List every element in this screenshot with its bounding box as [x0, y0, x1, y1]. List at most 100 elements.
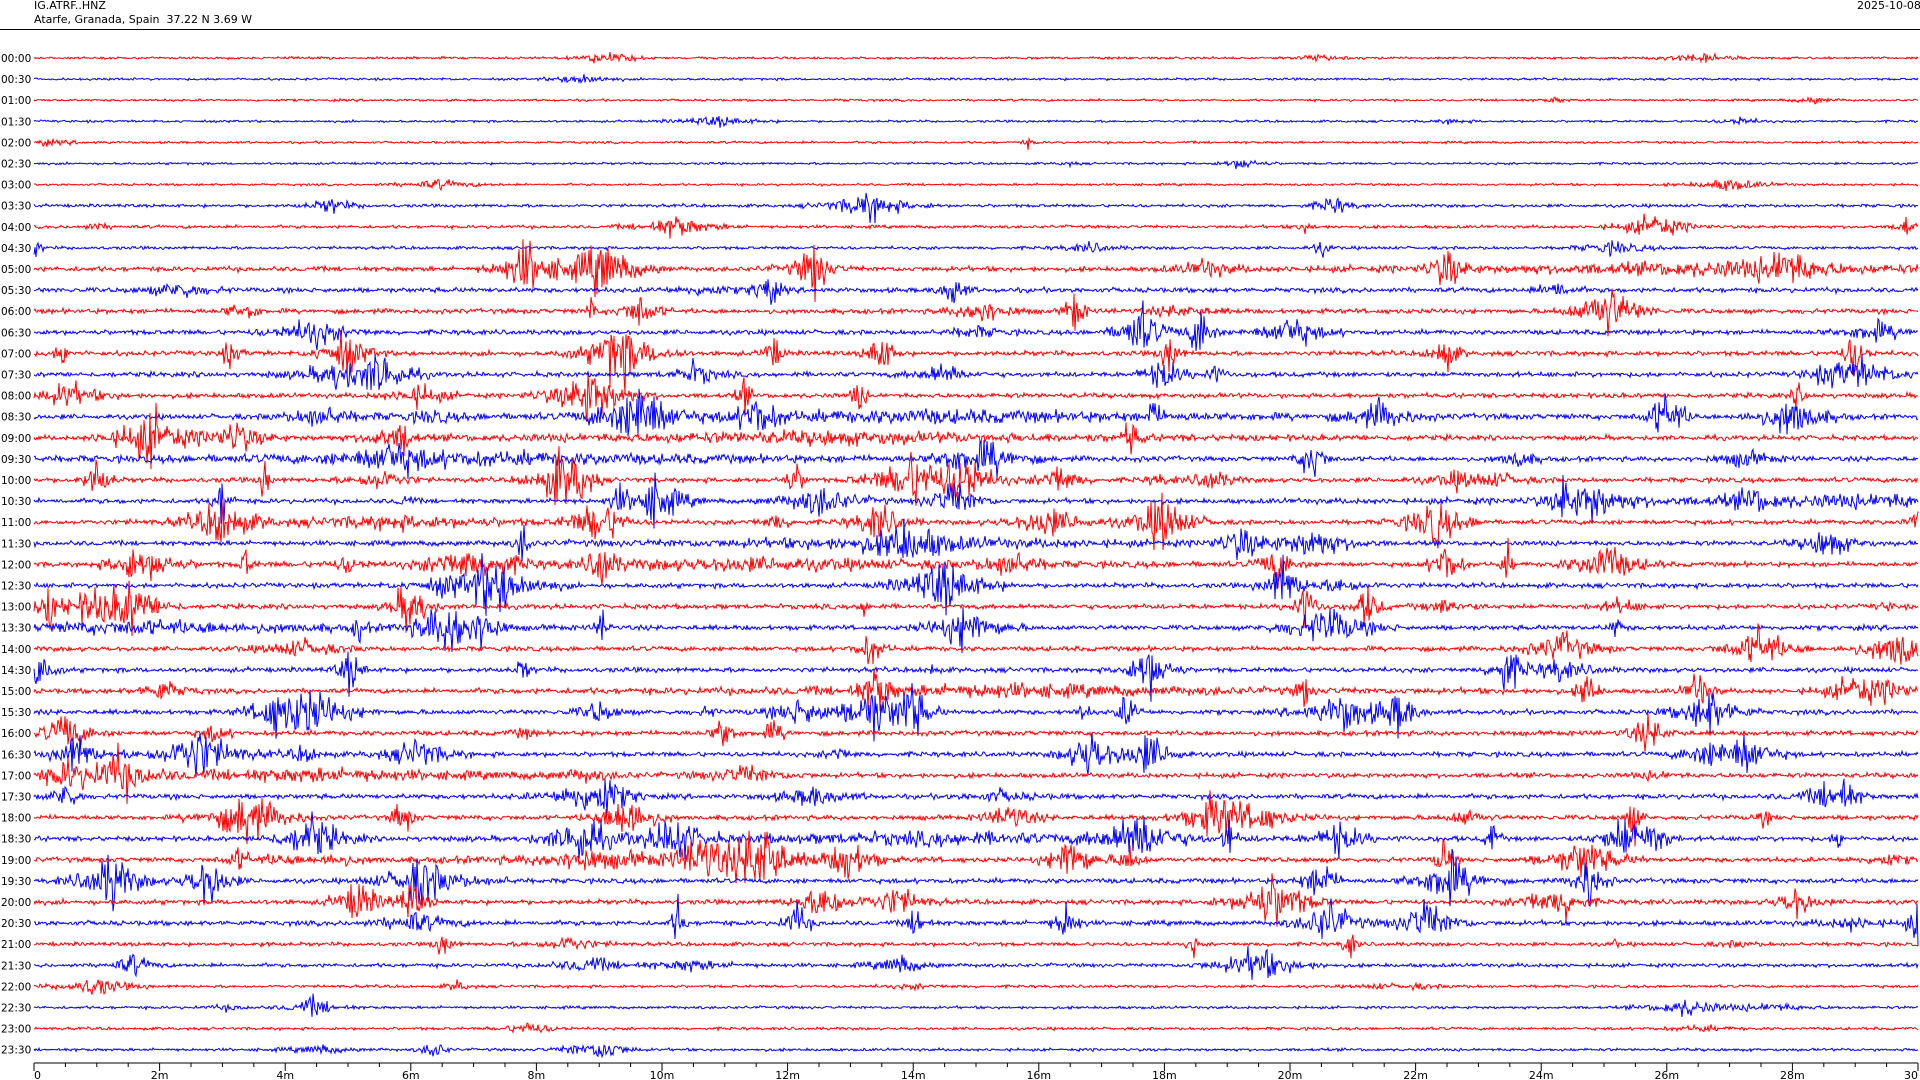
record-date: 2025-10-08 — [1857, 0, 1920, 12]
x-tick-label: 18m — [1152, 1069, 1177, 1080]
row-label: 01:00 — [1, 95, 31, 107]
station-code: IG.ATRF..HNZ — [34, 0, 106, 12]
trace-line — [33, 778, 1919, 816]
trace-line — [33, 288, 1919, 337]
trace-line — [33, 240, 1919, 258]
trace-line — [34, 979, 1919, 995]
row-label: 12:30 — [1, 581, 31, 593]
x-tick-label: 24m — [1529, 1069, 1554, 1080]
row-label: 03:30 — [1, 201, 31, 213]
x-tick-label: 26m — [1654, 1069, 1679, 1080]
row-label: 02:00 — [1, 137, 31, 149]
trace-group — [33, 51, 1919, 1059]
x-tick-label: 20m — [1278, 1069, 1303, 1080]
trace-line — [33, 830, 1918, 884]
trace-line — [33, 651, 1919, 702]
x-tick-label: 4m — [276, 1069, 294, 1080]
x-tick-label: 0 — [34, 1069, 41, 1080]
row-label: 23:00 — [1, 1024, 31, 1036]
row-label: 05:30 — [1, 285, 31, 297]
row-label: 07:00 — [1, 348, 31, 360]
row-label: 01:30 — [1, 116, 31, 128]
trace-line — [33, 492, 1919, 551]
trace-line — [33, 1043, 1919, 1059]
row-label: 21:30 — [1, 960, 31, 972]
trace-line — [33, 116, 1919, 128]
trace-line — [33, 472, 1919, 529]
trace-line — [34, 811, 1919, 859]
row-label: 07:30 — [1, 370, 31, 382]
x-tick-label: 2m — [151, 1069, 169, 1080]
row-label: 20:30 — [1, 918, 31, 930]
trace-line — [33, 553, 1919, 616]
trace-line — [33, 537, 1919, 589]
row-label: 21:00 — [1, 939, 31, 951]
row-label: 08:00 — [1, 391, 31, 403]
row-label: 22:00 — [1, 981, 31, 993]
trace-line — [33, 446, 1919, 506]
x-tick-label: 8m — [528, 1069, 546, 1080]
trace-line — [34, 213, 1919, 239]
header-divider — [0, 29, 1920, 30]
trace-line — [33, 388, 1919, 437]
trace-line — [33, 159, 1919, 170]
x-tick-label: 22m — [1403, 1069, 1428, 1080]
trace-line — [33, 353, 1919, 391]
row-label: 06:00 — [1, 306, 31, 318]
row-label: 06:30 — [1, 327, 31, 339]
trace-line — [34, 136, 1919, 150]
row-label: 08:30 — [1, 412, 31, 424]
trace-line — [33, 440, 1919, 479]
row-label: 11:30 — [1, 538, 31, 550]
trace-line — [33, 300, 1919, 351]
trace-line — [33, 402, 1919, 470]
row-label: 23:30 — [1, 1045, 31, 1057]
x-tick-label: 6m — [402, 1069, 420, 1080]
row-label: 04:30 — [1, 243, 31, 255]
x-axis: 0 2m 4m 6m 8m 10m 12m 14m 16m 18m 20m 22m 24m 26m 28m 3… — [33, 1062, 1919, 1080]
row-label: 03:00 — [1, 180, 31, 192]
row-label: 02:30 — [1, 159, 31, 171]
trace-line — [33, 848, 1919, 912]
row-label: 17:00 — [1, 770, 31, 782]
trace-line — [33, 668, 1919, 712]
trace-line — [33, 993, 1919, 1017]
trace-line — [33, 580, 1919, 637]
row-label: 13:30 — [1, 623, 31, 635]
trace-line — [33, 74, 1919, 85]
trace-line — [33, 239, 1919, 303]
row-label: 09:30 — [1, 454, 31, 466]
row-label: 16:30 — [1, 749, 31, 761]
row-label: 10:30 — [1, 496, 31, 508]
x-tick-label: 10m — [650, 1069, 675, 1080]
trace-line — [33, 606, 1919, 654]
row-label: 14:00 — [1, 644, 31, 656]
row-label-group: 00:00 00:30 01:00 01:30 02:00 02:30 03:00 03:30… — [1, 53, 31, 1057]
row-label: 22:30 — [1, 1003, 31, 1015]
trace-line — [33, 893, 1919, 946]
trace-line — [33, 683, 1919, 742]
row-label: 18:30 — [1, 834, 31, 846]
station-location: Atarfe, Granada, Spain 37.22 N 3.69 W — [34, 13, 253, 26]
x-tick-label: 30 — [1904, 1069, 1918, 1080]
trace-line — [33, 623, 1919, 665]
row-label: 09:00 — [1, 433, 31, 445]
trace-line — [33, 178, 1919, 192]
row-label: 13:00 — [1, 602, 31, 614]
row-label: 12:00 — [1, 559, 31, 571]
row-label: 19:30 — [1, 876, 31, 888]
trace-line — [34, 945, 1919, 980]
trace-line — [33, 192, 1919, 224]
trace-line — [33, 51, 1919, 64]
trace-line — [33, 742, 1919, 804]
trace-line — [33, 934, 1919, 959]
row-label: 11:00 — [1, 517, 31, 529]
trace-line — [33, 374, 1919, 423]
trace-line — [33, 873, 1918, 927]
row-label: 19:00 — [1, 855, 31, 867]
row-label: 05:00 — [1, 264, 31, 276]
trace-line — [33, 713, 1919, 752]
trace-line — [33, 518, 1919, 562]
x-tick-label: 14m — [901, 1069, 926, 1080]
